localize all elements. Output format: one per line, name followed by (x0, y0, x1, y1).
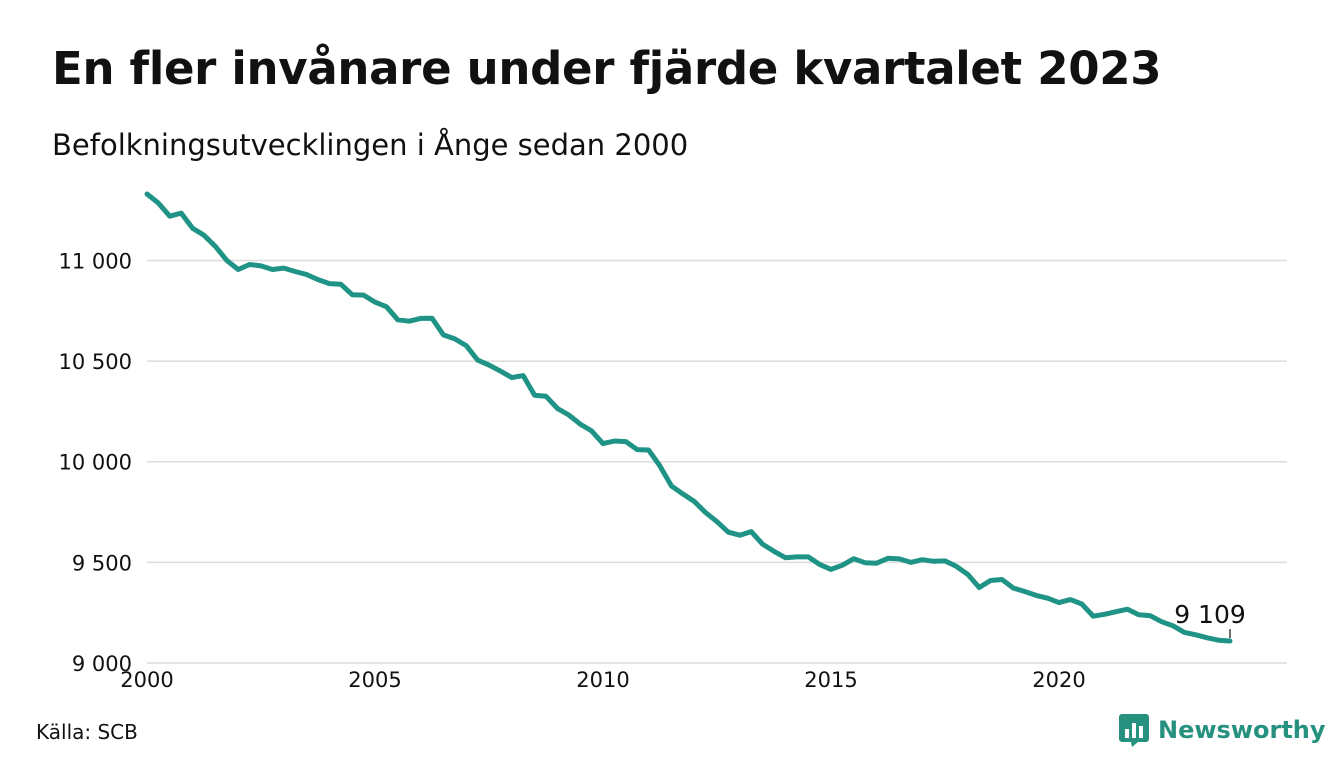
brand-logo: Newsworthy (1118, 712, 1326, 748)
y-tick-label: 9 500 (72, 551, 132, 575)
end-value-label: 9 109 (1174, 600, 1246, 629)
x-tick-label: 2000 (120, 668, 173, 692)
series-line (144, 191, 1233, 644)
bar-chart-speech-bubble-icon (1119, 714, 1149, 747)
y-tick-label: 10 500 (59, 350, 132, 374)
source-note: Källa: SCB (36, 720, 138, 744)
x-tick-label: 2020 (1032, 668, 1085, 692)
population-line-chart: 9 000 9 500 10 000 10 500 11 000 2000 2005 201… (59, 191, 1287, 692)
y-tick-label: 11 000 (59, 249, 132, 273)
y-tick-label: 10 000 (59, 451, 132, 475)
x-tick-label: 2010 (576, 668, 629, 692)
chart-title: En fler invånare under fjärde kvartalet … (52, 42, 1162, 95)
y-axis-ticks: 9 000 9 500 10 000 10 500 11 000 (59, 249, 132, 676)
chart-subtitle: Befolkningsutvecklingen i Ånge sedan 200… (52, 128, 689, 162)
x-axis-ticks: 2000 2005 2010 2015 2020 (120, 668, 1085, 692)
x-tick-label: 2005 (348, 668, 401, 692)
y-tick-label: 9 000 (72, 652, 132, 676)
grid-lines (147, 259, 1287, 664)
x-tick-label: 2015 (804, 668, 857, 692)
brand-name: Newsworthy (1158, 716, 1326, 744)
